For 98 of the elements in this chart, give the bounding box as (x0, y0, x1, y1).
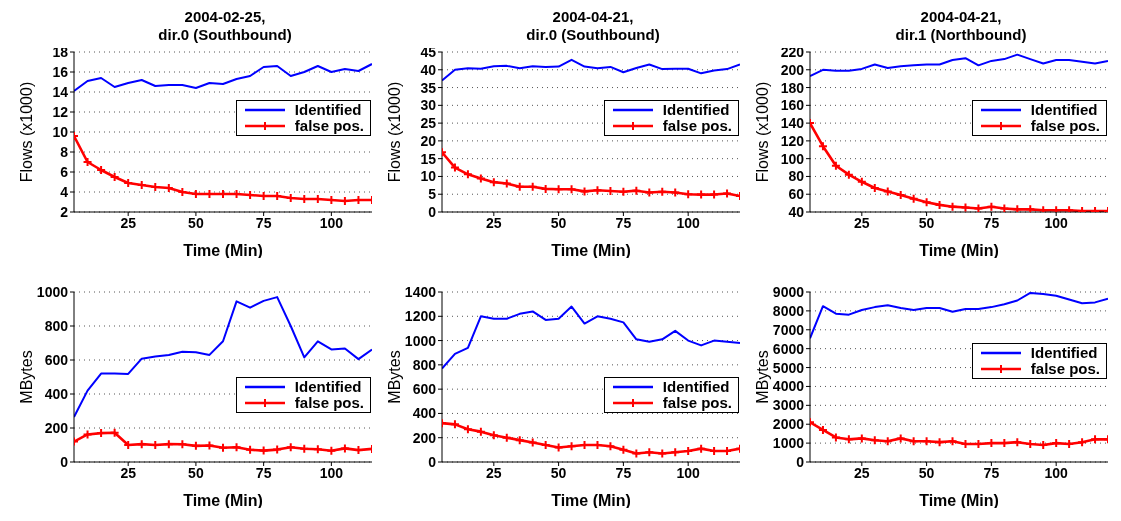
x-tick-label: 100 (1044, 214, 1069, 231)
legend-label: Identified (294, 378, 362, 395)
y-tick-label: 1000 (404, 332, 437, 349)
y-tick-label: 600 (412, 381, 437, 398)
legend-label: false pos. (1030, 360, 1100, 377)
x-tick-label: 50 (550, 214, 567, 231)
chart-title: 2004-04-21, dir.1 (Northbound) (895, 8, 1027, 43)
y-tick-label: 120 (780, 132, 805, 149)
legend-label: Identified (662, 101, 730, 118)
x-tick-label: 25 (854, 214, 870, 231)
y-axis-title: Flows (x1000) (17, 81, 35, 183)
y-tick-label: 25 (420, 115, 437, 132)
x-tick-label: 25 (120, 214, 137, 231)
x-tick-label: 75 (615, 464, 632, 481)
y-tick-label: 6 (60, 163, 69, 180)
y-tick-label: 20 (420, 132, 437, 149)
y-tick-label: 15 (420, 150, 437, 167)
x-tick-label: 100 (319, 214, 344, 231)
x-tick-label: 100 (676, 214, 701, 231)
y-tick-label: 40 (420, 61, 437, 78)
y-axis-title: MBytes (385, 350, 403, 404)
chart-title: 2004-02-25, dir.0 (Southbound) (158, 8, 292, 43)
x-tick-label: 50 (188, 214, 204, 231)
y-tick-label: 1000 (36, 283, 69, 300)
y-tick-label: 200 (780, 61, 805, 78)
y-axis-title: Flows (x1000) (385, 81, 403, 183)
y-tick-label: 16 (52, 63, 69, 80)
legend-label: false pos. (662, 394, 732, 411)
y-tick-label: 14 (52, 83, 69, 100)
y-tick-label: 12 (52, 103, 69, 120)
y-tick-label: 4000 (772, 378, 805, 395)
y-tick-label: 180 (780, 79, 805, 96)
y-tick-label: 60 (788, 186, 805, 203)
legend-label: false pos. (294, 117, 364, 134)
y-tick-label: 800 (412, 356, 437, 373)
y-tick-label: 0 (428, 453, 437, 470)
x-tick-label: 75 (255, 214, 272, 231)
y-tick-label: 18 (52, 43, 69, 60)
y-tick-label: 400 (412, 405, 437, 422)
y-tick-label: 80 (788, 168, 805, 185)
y-tick-label: 3000 (772, 397, 805, 414)
y-tick-label: 40 (788, 203, 805, 220)
y-tick-label: 100 (780, 150, 805, 167)
y-tick-label: 200 (412, 429, 437, 446)
y-tick-label: 2000 (772, 416, 805, 433)
legend-label: false pos. (1030, 117, 1100, 134)
legend-label: Identified (294, 101, 362, 118)
x-tick-label: 100 (676, 464, 701, 481)
legend-label: Identified (1030, 344, 1098, 361)
y-tick-label: 220 (780, 43, 805, 60)
y-tick-label: 160 (780, 97, 805, 114)
y-axis-title: Flows (x1000) (753, 81, 771, 183)
y-tick-label: 35 (420, 79, 437, 96)
y-tick-label: 800 (44, 317, 69, 334)
y-tick-label: 0 (428, 203, 437, 220)
x-tick-label: 25 (486, 214, 502, 231)
y-axis-title: MBytes (753, 350, 771, 404)
y-tick-label: 4 (60, 183, 69, 200)
y-tick-label: 140 (780, 115, 805, 132)
y-tick-label: 7000 (772, 321, 805, 338)
y-tick-label: 10 (52, 123, 69, 140)
x-tick-label: 75 (615, 214, 632, 231)
x-tick-label: 75 (983, 464, 1000, 481)
x-tick-label: 100 (1044, 464, 1069, 481)
x-tick-label: 75 (983, 214, 1000, 231)
y-tick-label: 8000 (772, 302, 805, 319)
y-tick-label: 0 (60, 453, 69, 470)
y-axis-title: MBytes (17, 350, 35, 404)
x-tick-label: 50 (550, 464, 567, 481)
y-tick-label: 1200 (404, 308, 437, 325)
y-tick-label: 5 (428, 186, 437, 203)
legend-label: false pos. (294, 394, 364, 411)
x-tick-label: 100 (319, 464, 344, 481)
x-tick-label: 50 (918, 464, 935, 481)
legend-label: Identified (662, 378, 730, 395)
x-tick-label: 25 (854, 464, 870, 481)
y-tick-label: 0 (796, 453, 805, 470)
legend-label: Identified (1030, 101, 1098, 118)
x-tick-label: 75 (255, 464, 272, 481)
y-tick-label: 10 (420, 168, 437, 185)
y-tick-label: 30 (420, 97, 437, 114)
y-tick-label: 2 (60, 203, 69, 220)
y-tick-label: 200 (44, 419, 69, 436)
x-tick-label: 50 (188, 464, 204, 481)
y-tick-label: 5000 (772, 359, 805, 376)
y-tick-label: 1400 (404, 283, 437, 300)
y-tick-label: 8 (60, 143, 69, 160)
chart-title: 2004-04-21, dir.0 (Southbound) (526, 8, 660, 43)
y-tick-label: 6000 (772, 340, 805, 357)
y-tick-label: 600 (44, 351, 69, 368)
x-tick-label: 50 (918, 214, 935, 231)
x-tick-label: 25 (486, 464, 502, 481)
x-tick-label: 25 (120, 464, 137, 481)
legend-label: false pos. (662, 117, 732, 134)
y-tick-label: 400 (44, 385, 69, 402)
y-tick-label: 9000 (772, 283, 805, 300)
y-tick-label: 45 (420, 43, 437, 60)
y-tick-label: 1000 (772, 435, 805, 452)
